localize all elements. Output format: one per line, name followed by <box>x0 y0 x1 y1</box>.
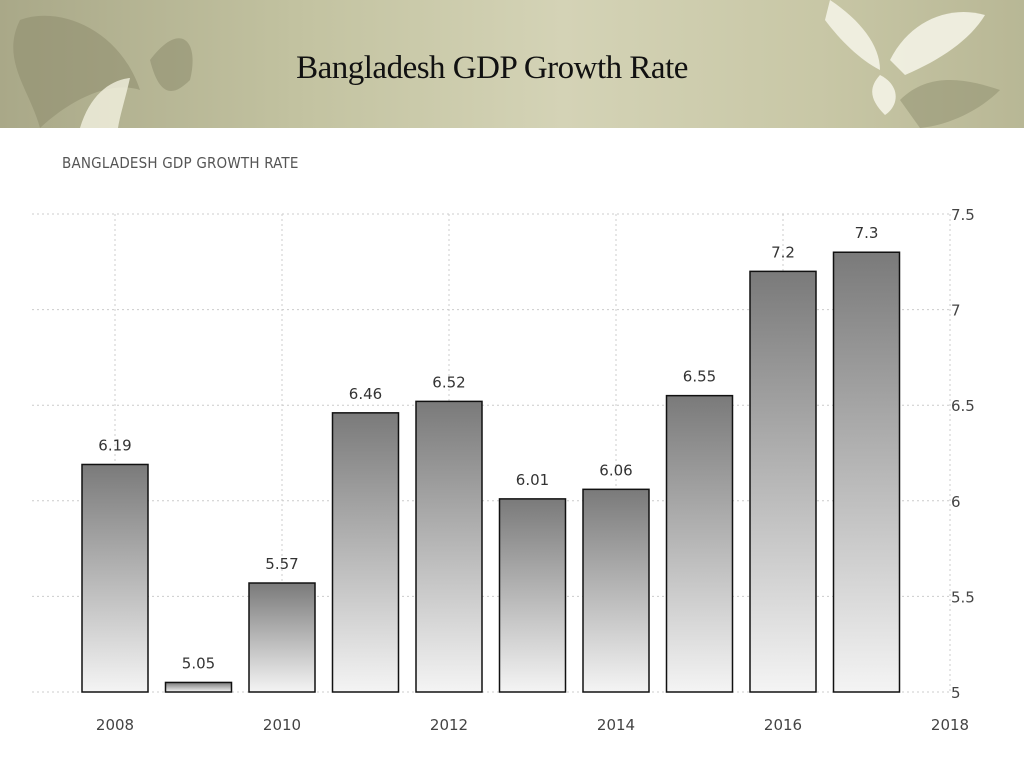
x-tick-label: 2018 <box>931 716 969 734</box>
y-tick-label: 6 <box>951 493 961 511</box>
y-tick-label: 5 <box>951 684 961 702</box>
data-label-2015: 6.55 <box>683 368 716 386</box>
data-label-2010: 5.57 <box>265 555 298 573</box>
slide-title: Bangladesh GDP Growth Rate <box>296 50 688 86</box>
bar-2008 <box>81 463 149 693</box>
data-label-2013: 6.01 <box>516 471 549 489</box>
bar-2013 <box>498 498 567 693</box>
bar-2011 <box>331 412 400 693</box>
bar-2012 <box>415 400 483 693</box>
bar-2016 <box>749 270 817 693</box>
bar-2014 <box>582 488 650 693</box>
data-label-2011: 6.46 <box>349 385 382 403</box>
data-labels: 6.19 5.05 5.57 6.46 6.52 6.01 6.06 6.55 7.2 7.3 <box>98 224 878 672</box>
y-tick-label: 6.5 <box>951 397 975 415</box>
x-tick-label: 2014 <box>597 716 635 734</box>
x-tick-label: 2016 <box>764 716 802 734</box>
slide-banner: Bangladesh GDP Growth Rate <box>0 0 1024 128</box>
bar-2009 <box>164 681 233 693</box>
x-tick-label: 2012 <box>430 716 468 734</box>
data-label-2009: 5.05 <box>182 654 215 672</box>
y-tick-label: 7 <box>951 302 961 320</box>
chart-title: BANGLADESH GDP GROWTH RATE <box>62 154 299 172</box>
bar-2015 <box>665 394 734 693</box>
butterfly-decoration <box>13 0 1000 128</box>
bar-2017 <box>832 251 901 693</box>
y-tick-label: 5.5 <box>951 588 975 606</box>
bar-chart: 6.195.055.576.466.526.016.066.557.27.3 2… <box>32 206 975 734</box>
data-label-2014: 6.06 <box>599 461 632 479</box>
data-label-2017: 7.3 <box>855 224 879 242</box>
x-tick-label: 2008 <box>96 716 134 734</box>
x-axis-ticks: 2008 2010 2012 2014 2016 2018 <box>96 716 969 734</box>
y-axis-ticks: 5 5.5 6 6.5 7 7.5 <box>951 206 975 702</box>
bar-2010 <box>248 582 316 693</box>
data-label-2012: 6.52 <box>432 373 465 391</box>
data-label-2008: 6.19 <box>98 436 131 454</box>
y-tick-label: 7.5 <box>951 206 975 224</box>
bars <box>81 251 901 693</box>
chart-container: BANGLADESH GDP GROWTH RATE 6.19 5.05 5.57 6… <box>0 128 1024 768</box>
data-label-2016: 7.2 <box>771 243 795 261</box>
x-tick-label: 2010 <box>263 716 301 734</box>
